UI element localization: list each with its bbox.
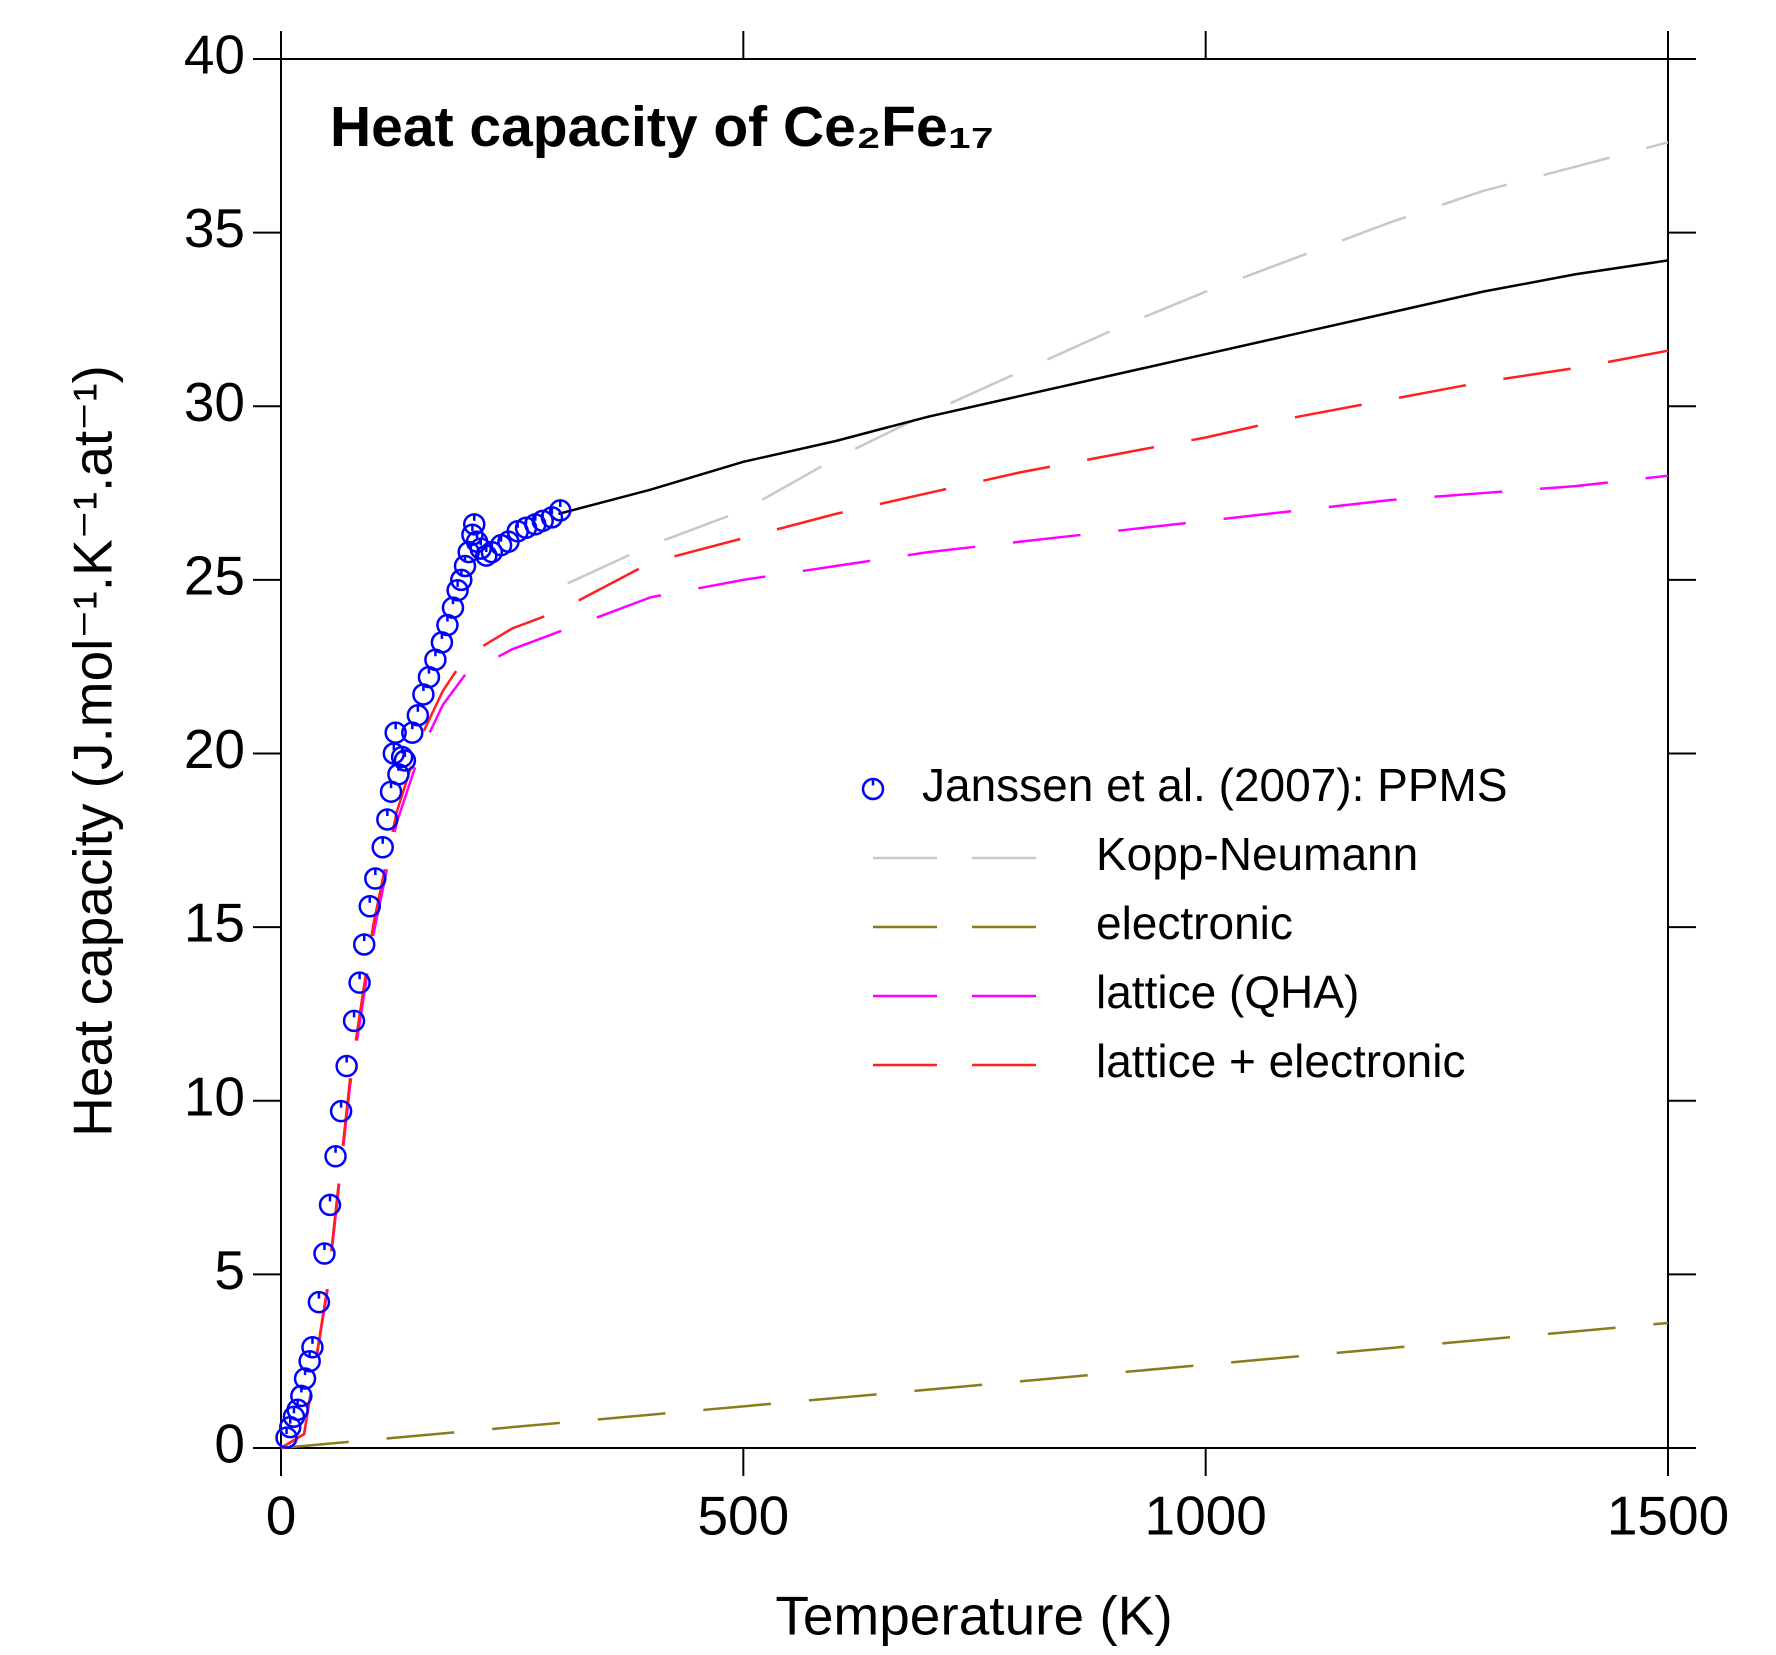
data-point [324,1145,347,1168]
data-point [348,971,371,994]
data-point [307,1290,331,1314]
data-point [548,499,572,522]
x-tick-label: 0 [266,1485,297,1547]
data-point [406,704,430,727]
data-point [275,1426,298,1449]
x-tick-label: 1500 [1607,1485,1729,1547]
data-point [329,1099,353,1123]
legend-label: electronic [1096,897,1293,949]
data-point [342,1009,366,1033]
data-point [335,1054,358,1078]
y-tick-label: 20 [184,718,245,780]
series-line [558,259,1669,516]
y-tick-label: 35 [184,197,245,259]
legend-marker [861,777,885,801]
data-point [393,749,417,772]
data-point [376,808,399,831]
legend-label: Janssen et al. (2007): PPMS [922,759,1508,811]
y-tick-label: 40 [184,24,245,86]
data-point [313,1242,336,1265]
y-tick-label: 10 [184,1065,245,1127]
x-axis-title: Temperature (K) [775,1585,1172,1647]
data-point [371,836,394,859]
legend-label: lattice (QHA) [1096,966,1359,1018]
x-tick-label: 1000 [1144,1485,1266,1547]
y-axis-title: Heat capacity (J.mol⁻¹.K⁻¹.at⁻¹) [62,365,124,1137]
data-point [463,513,486,536]
legend-label: Kopp-Neumann [1096,828,1418,880]
y-tick-label: 30 [184,371,245,433]
data-point [384,721,407,744]
y-tick-label: 25 [184,544,245,606]
data-point [446,579,469,602]
data-point [352,933,376,956]
plot-frame [280,58,1669,1449]
series-line [567,141,1669,585]
series-line [280,474,1669,1450]
series-line [280,1321,1669,1450]
legend-label: lattice + electronic [1096,1035,1465,1087]
y-tick-label: 0 [214,1413,245,1475]
y-tick-label: 5 [214,1239,245,1301]
data-point [318,1193,342,1217]
chart-title: Heat capacity of Ce₂Fe₁₇ [330,95,994,159]
data-point [301,1336,324,1359]
y-tick-label: 15 [184,892,245,954]
data-point [364,867,387,890]
data-point [475,544,498,567]
x-tick-label: 500 [697,1485,789,1547]
data-point [358,895,382,918]
